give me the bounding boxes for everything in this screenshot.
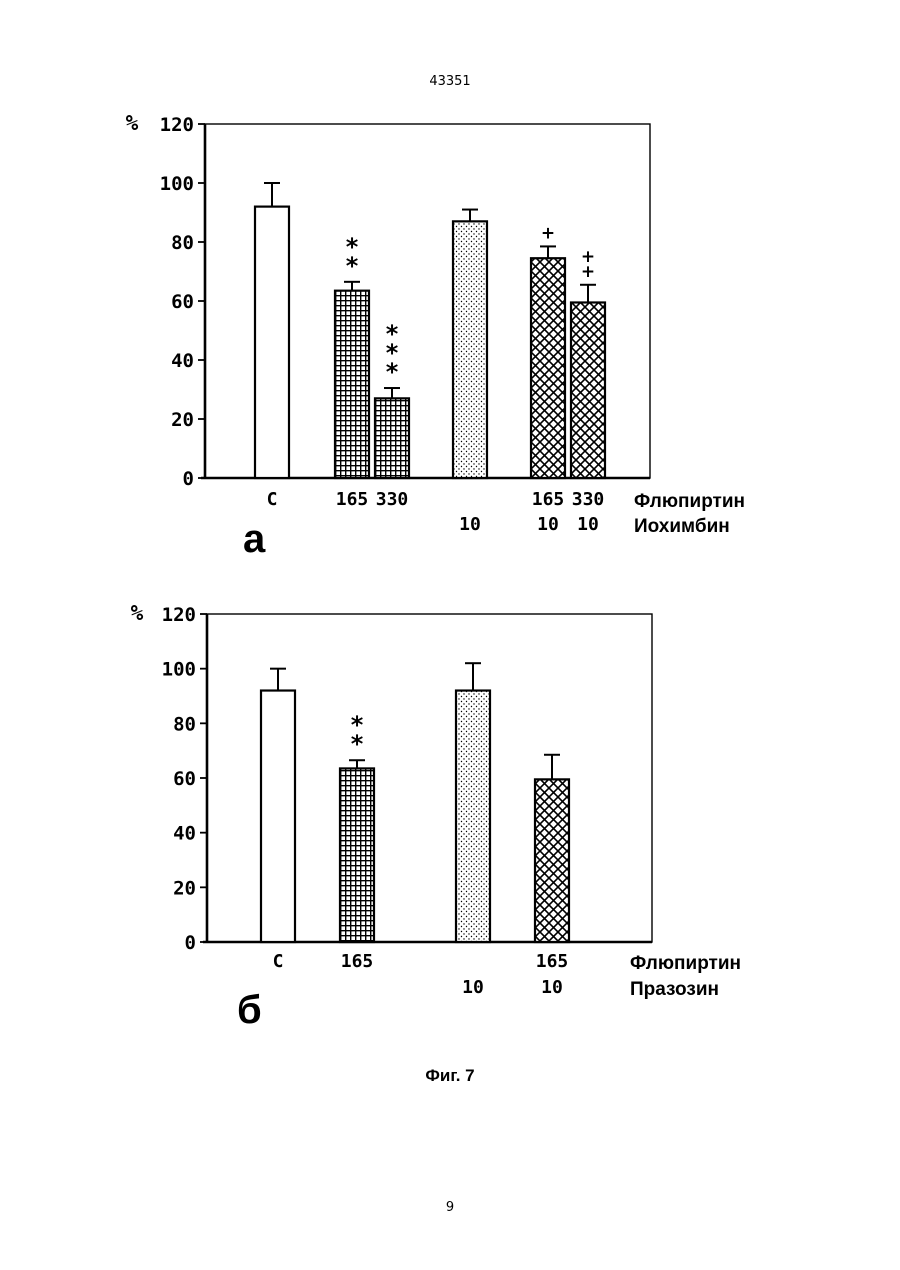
y-tick-label: 60 — [171, 291, 194, 313]
y-tick-label: 40 — [173, 823, 196, 845]
x-row2-label: 10 — [537, 514, 559, 535]
drug-label-row1: Флюпиртин — [630, 953, 741, 974]
significance-marker: * — [351, 730, 364, 758]
y-tick-label: 0 — [183, 468, 194, 490]
y-tick-label: 120 — [162, 604, 196, 626]
x-row1-label: С — [267, 489, 278, 510]
x-row1-label: 165 — [341, 951, 374, 972]
bar-chart-a: 020406080100120%С**165***33010+16510++33… — [0, 100, 900, 570]
panel-label: а — [243, 517, 266, 561]
drug-label-row2: Празозин — [630, 979, 719, 1000]
y-axis-label: % — [126, 111, 139, 135]
y-tick-label: 20 — [171, 409, 194, 431]
x-row1-label: 330 — [376, 489, 409, 510]
significance-marker: * — [346, 252, 359, 280]
bar — [453, 221, 487, 478]
y-tick-label: 80 — [171, 232, 194, 254]
x-row1-label: 330 — [572, 489, 605, 510]
bar — [535, 779, 569, 942]
bar-chart-b: 020406080100120%С**1651016510ФлюпиртинПр… — [0, 590, 900, 1030]
y-tick-label: 100 — [162, 659, 196, 681]
y-tick-label: 60 — [173, 768, 196, 790]
bar — [261, 691, 295, 942]
bar — [456, 691, 490, 942]
x-row1-label: 165 — [536, 951, 569, 972]
bar — [375, 398, 409, 478]
x-row2-label: 10 — [577, 514, 599, 535]
drug-label-row1: Флюпиртин — [634, 491, 745, 512]
panel-label: б — [237, 988, 262, 1030]
page-header-number: 43351 — [0, 74, 900, 89]
bar — [335, 291, 369, 478]
y-tick-label: 40 — [171, 350, 194, 372]
significance-marker: + — [541, 223, 555, 243]
figure-caption: Фиг. 7 — [0, 1066, 900, 1086]
y-tick-label: 0 — [185, 932, 196, 954]
y-tick-label: 100 — [160, 173, 194, 195]
bar — [340, 768, 374, 942]
significance-marker: * — [386, 358, 399, 386]
bar — [255, 207, 289, 478]
x-row2-label: 10 — [541, 977, 563, 998]
y-tick-label: 20 — [173, 877, 196, 899]
x-row1-label: 165 — [532, 489, 565, 510]
significance-marker: + — [581, 262, 595, 282]
x-row2-label: 10 — [462, 977, 484, 998]
x-row2-label: 10 — [459, 514, 481, 535]
y-tick-label: 80 — [173, 713, 196, 735]
y-tick-label: 120 — [160, 114, 194, 136]
x-row1-label: С — [273, 951, 284, 972]
page-footer-number: 9 — [0, 1200, 900, 1215]
bar — [531, 258, 565, 478]
y-axis-label: % — [131, 601, 144, 625]
drug-label-row2: Иохимбин — [634, 516, 730, 537]
bar — [571, 302, 605, 478]
x-row1-label: 165 — [336, 489, 369, 510]
